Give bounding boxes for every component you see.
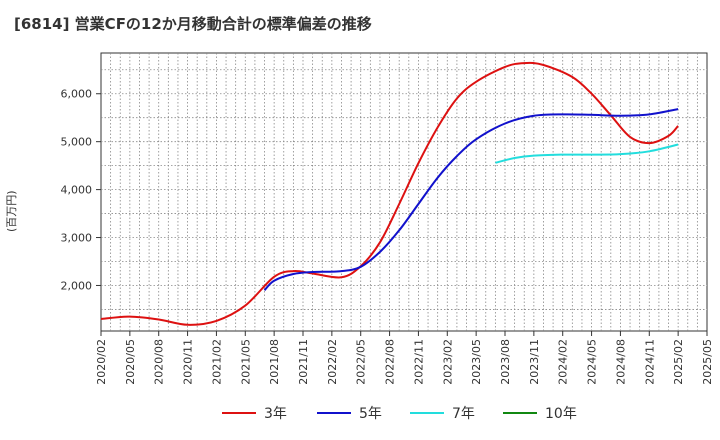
x-tick-label: 2021/02 [210, 339, 223, 385]
chart-title: [6814] 営業CFの12か月移動合計の標準偏差の推移 [14, 15, 372, 33]
x-tick-label: 2025/02 [672, 339, 685, 385]
series-line-3 [495, 143, 679, 164]
x-tick-label: 2020/02 [95, 339, 108, 385]
x-tick-label: 2020/11 [182, 339, 195, 385]
x-tick-label: 2022/11 [412, 339, 425, 385]
x-tick-label: 2024/05 [586, 339, 599, 385]
x-tick-label: 2020/05 [124, 339, 137, 385]
legend: 3年 5年 7年 10年 [222, 406, 577, 422]
y-tick-label: 4,000 [61, 184, 93, 197]
x-tick-label: 2020/08 [153, 339, 166, 385]
y-tick-label: 6,000 [61, 88, 93, 101]
y-tick-label: 2,000 [61, 279, 93, 292]
x-tick-label: 2023/02 [441, 339, 454, 385]
x-tick-label: 2025/05 [701, 339, 714, 385]
x-tick-label: 2021/05 [239, 339, 252, 385]
x-tick-label: 2022/02 [326, 339, 339, 385]
legend-label-2: 5年 [359, 406, 382, 422]
series-line-1 [100, 61, 679, 326]
x-tick-label: 2023/05 [470, 339, 483, 385]
legend-label-1: 3年 [264, 406, 287, 422]
y-tick-label: 3,000 [61, 232, 93, 245]
x-tick-label: 2022/08 [384, 339, 397, 385]
x-tick-label: 2022/05 [355, 339, 368, 385]
series-line-2 [263, 108, 679, 292]
y-tick-label: 5,000 [61, 136, 93, 149]
x-tick-label: 2024/11 [643, 339, 656, 385]
x-tick-label: 2021/11 [297, 339, 310, 385]
x-tick-label: 2023/08 [499, 339, 512, 385]
x-tick-label: 2024/08 [614, 339, 627, 385]
x-tick-label: 2023/11 [528, 339, 541, 385]
x-tick-label: 2024/02 [557, 339, 570, 385]
grid-lines [101, 53, 707, 331]
x-tick-label: 2021/08 [268, 339, 281, 385]
legend-label-3: 7年 [452, 406, 475, 422]
legend-label-4: 10年 [545, 406, 577, 422]
